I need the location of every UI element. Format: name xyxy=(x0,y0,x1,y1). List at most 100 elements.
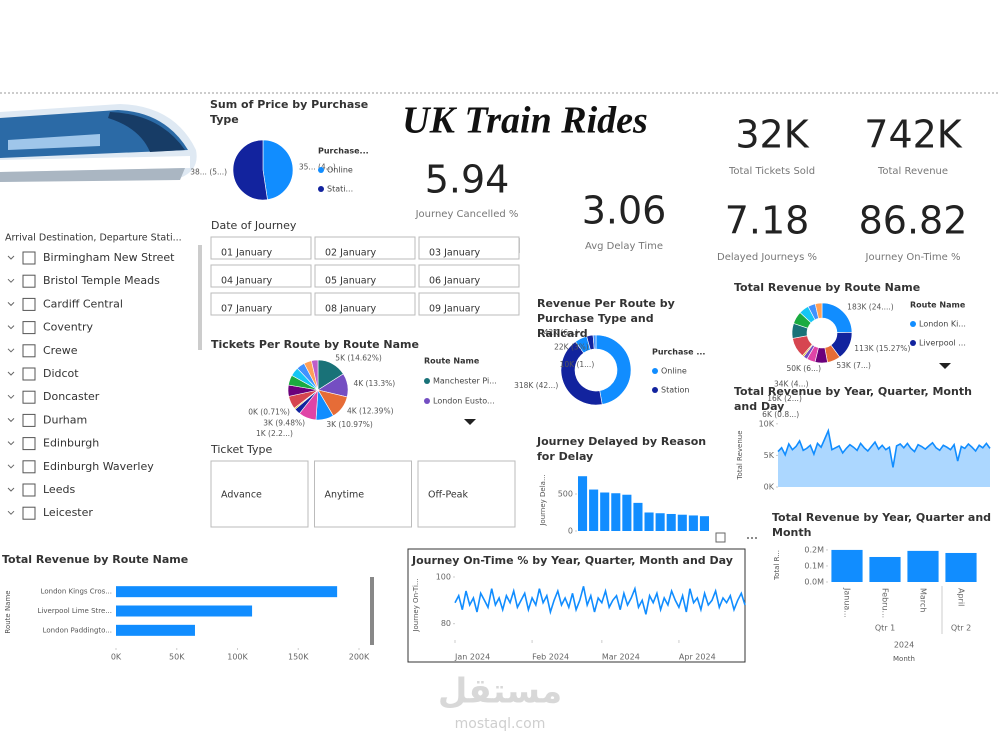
checkbox[interactable] xyxy=(22,367,36,381)
bar xyxy=(831,549,863,582)
focus-icon[interactable] xyxy=(715,532,726,543)
bar xyxy=(633,502,643,531)
legend-label[interactable]: London Eusto... xyxy=(433,397,495,406)
slicer-tile-label[interactable]: 07 January xyxy=(221,304,273,315)
slicer-button-label[interactable]: Off-Peak xyxy=(428,490,469,501)
data-label: 6K (0.8...) xyxy=(762,410,799,419)
legend-label[interactable]: Manchester Pi... xyxy=(433,377,497,386)
slicer-tile-label[interactable]: 09 January xyxy=(429,304,481,315)
chevron[interactable] xyxy=(7,441,15,446)
slicer-item[interactable]: Crewe xyxy=(43,344,78,357)
bar xyxy=(644,512,654,531)
chevron[interactable] xyxy=(7,325,15,330)
legend-more[interactable] xyxy=(464,419,476,425)
slicer-item[interactable]: Cardiff Central xyxy=(43,297,123,310)
checkbox[interactable] xyxy=(22,460,36,474)
slicer-tile-label[interactable]: 05 January xyxy=(325,276,377,287)
slicer-tile[interactable] xyxy=(210,292,312,316)
bar xyxy=(622,494,632,531)
kpi-value: 5.94 xyxy=(425,158,510,202)
chevron[interactable] xyxy=(7,278,15,283)
checkbox[interactable] xyxy=(22,413,36,427)
chart-title: Journey On-Time % by Year, Quarter, Mont… xyxy=(412,554,733,567)
checkbox[interactable] xyxy=(22,274,36,288)
checkbox[interactable] xyxy=(22,251,36,265)
y-tick-label: 5K xyxy=(764,451,775,460)
slicer-tile-label[interactable]: 01 January xyxy=(221,248,273,259)
slicer-item[interactable]: Leicester xyxy=(43,506,93,519)
checkbox[interactable] xyxy=(22,506,36,520)
legend-label[interactable]: London Ki... xyxy=(919,320,966,329)
slicer-item[interactable]: Durham xyxy=(43,413,87,426)
slicer-tile[interactable] xyxy=(314,264,416,288)
chevron[interactable] xyxy=(7,464,15,469)
slicer-tile[interactable] xyxy=(314,236,416,260)
chevron[interactable] xyxy=(7,371,15,376)
slicer-header: Arrival Destination, Departure Stati... xyxy=(5,233,182,244)
more-options-icon[interactable] xyxy=(747,537,757,539)
slicer-button[interactable] xyxy=(417,460,516,528)
slicer-item[interactable]: Leeds xyxy=(43,483,75,496)
slicer-button-label[interactable]: Advance xyxy=(221,490,262,501)
slicer-item[interactable]: Coventry xyxy=(43,321,93,334)
slicer-button-label[interactable]: Anytime xyxy=(325,490,365,501)
slicer-item[interactable]: Birmingham New Street xyxy=(43,251,175,264)
slicer-item[interactable]: Didcot xyxy=(43,367,79,380)
slicer-tile[interactable] xyxy=(314,292,416,316)
slicer-tile-label[interactable]: 02 January xyxy=(325,248,377,259)
data-label: 35... (4...) xyxy=(299,162,336,171)
slicer-tile-label[interactable]: 03 January xyxy=(429,248,481,259)
slicer-tile-label[interactable]: 04 January xyxy=(221,276,273,287)
slicer-button[interactable] xyxy=(210,460,309,528)
x-group-label: 2024 xyxy=(894,641,914,650)
chevron[interactable] xyxy=(7,418,15,423)
chevron[interactable] xyxy=(7,487,15,492)
legend-label[interactable]: Online xyxy=(327,166,353,175)
slicer-tile[interactable] xyxy=(418,236,520,260)
data-label: 50K (6...) xyxy=(786,364,821,373)
chevron[interactable] xyxy=(7,510,15,515)
slicer-item[interactable]: Edinburgh xyxy=(43,437,99,450)
chevron[interactable] xyxy=(7,348,15,353)
chevron[interactable] xyxy=(7,302,15,307)
checkbox[interactable] xyxy=(22,297,36,311)
checkbox[interactable] xyxy=(22,321,36,335)
checkbox[interactable] xyxy=(22,483,36,497)
slicer-tile-label[interactable]: 06 January xyxy=(429,276,481,287)
slicer-tile[interactable] xyxy=(418,292,520,316)
slicer-tile[interactable] xyxy=(210,236,312,260)
slicer-button[interactable] xyxy=(314,460,412,528)
legend-label[interactable]: Station xyxy=(661,386,689,395)
bar xyxy=(655,513,665,531)
checkbox[interactable] xyxy=(22,437,36,451)
slicer-tile-label[interactable]: 08 January xyxy=(325,304,377,315)
page-title: UK Train Rides xyxy=(402,100,648,142)
y-tick-label: 0 xyxy=(568,527,573,536)
scrollbar[interactable] xyxy=(370,577,374,645)
chevron[interactable] xyxy=(7,394,15,399)
pie-slice xyxy=(592,334,597,350)
slicer-item[interactable]: Bristol Temple Meads xyxy=(43,274,160,287)
legend-label[interactable]: Liverpool ... xyxy=(919,339,966,348)
chevron[interactable] xyxy=(7,255,15,260)
chart-title: Revenue Per Route by Purchase Type and R… xyxy=(537,297,675,340)
slicer-tile[interactable] xyxy=(418,264,520,288)
checkbox[interactable] xyxy=(22,390,36,404)
scrollbar[interactable] xyxy=(198,245,202,350)
slicer-header: Date of Journey xyxy=(211,219,297,232)
legend-title: Route Name xyxy=(424,357,480,366)
slicer-item[interactable]: Doncaster xyxy=(43,390,100,403)
data-label: 113K (15.27%) xyxy=(854,344,910,353)
legend-marker xyxy=(652,387,658,393)
legend-label[interactable]: Stati... xyxy=(327,185,353,194)
y-tick-label: 0.2M xyxy=(804,545,824,554)
slicer-tile[interactable] xyxy=(210,264,312,288)
y-tick-label: London Paddingto... xyxy=(43,626,112,634)
x-tick-label: Apr 2024 xyxy=(679,653,716,662)
legend-more[interactable] xyxy=(939,363,951,369)
x-tick-label: Febru... xyxy=(881,588,890,618)
checkbox[interactable] xyxy=(22,344,36,358)
legend-label[interactable]: Online xyxy=(661,367,687,376)
slicer-item[interactable]: Edinburgh Waverley xyxy=(43,460,154,473)
x-tick-label: Mar 2024 xyxy=(602,653,640,662)
